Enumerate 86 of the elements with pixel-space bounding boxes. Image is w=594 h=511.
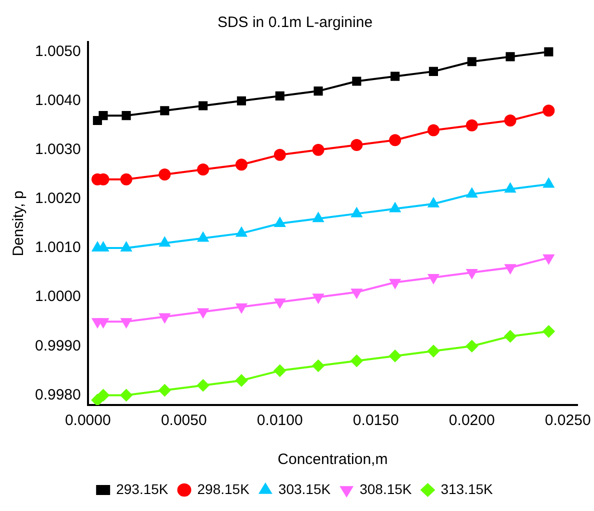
y-tick-label: 0.9980	[34, 386, 81, 404]
point	[120, 318, 132, 328]
point	[428, 198, 439, 208]
point	[542, 325, 555, 338]
x-axis-title: Concentration,m	[278, 451, 388, 468]
point	[350, 139, 363, 152]
point	[428, 274, 439, 284]
point	[158, 384, 171, 396]
y-tick-label: 1.0030	[34, 141, 81, 158]
y-tick-label: 1.0010	[34, 239, 81, 256]
point	[428, 66, 438, 76]
point	[91, 394, 104, 405]
x-tick-label: 0.0200	[448, 412, 495, 430]
y-tick-label: 0.9990	[34, 337, 81, 354]
point	[235, 374, 248, 386]
point	[120, 389, 132, 402]
point	[312, 212, 324, 222]
point	[504, 330, 516, 342]
y-tick-label: 1.0000	[34, 288, 81, 306]
point	[389, 134, 402, 146]
point	[198, 308, 208, 318]
point	[542, 104, 555, 117]
point	[159, 237, 170, 247]
legend-label: 313.15K	[440, 480, 494, 497]
point	[274, 218, 286, 227]
y-axis-title: Density, p	[10, 190, 28, 256]
y-tick-label: 1.0050	[34, 42, 81, 60]
point	[98, 318, 109, 328]
point	[159, 313, 170, 323]
y-tick-label: 1.0040	[34, 92, 81, 110]
point	[466, 119, 478, 132]
point	[390, 72, 400, 81]
point	[236, 96, 246, 106]
point	[98, 111, 108, 120]
point	[352, 76, 362, 86]
point	[427, 124, 440, 136]
point	[122, 111, 131, 120]
point	[506, 52, 515, 62]
point	[466, 340, 478, 352]
x-tick-label: 0.0000	[64, 412, 111, 430]
point	[275, 91, 284, 100]
point	[543, 254, 554, 264]
point	[197, 164, 210, 176]
point	[466, 269, 478, 279]
point	[389, 350, 402, 362]
point	[236, 303, 247, 313]
x-tick-label: 0.0250	[544, 412, 591, 430]
point	[314, 86, 323, 96]
legend-label: 303.15K	[278, 480, 332, 497]
legend-label: 308.15K	[360, 480, 412, 497]
point	[120, 242, 132, 252]
legend-label: 298.15K	[197, 480, 250, 497]
point	[504, 264, 516, 274]
point	[236, 227, 247, 237]
point	[504, 183, 516, 193]
point	[467, 57, 476, 66]
point	[312, 144, 324, 156]
point	[274, 148, 286, 161]
x-tick-label: 0.0050	[160, 412, 207, 430]
point	[543, 178, 554, 188]
point	[197, 379, 210, 392]
point	[158, 168, 171, 180]
point	[544, 47, 554, 56]
point	[390, 202, 400, 212]
point	[427, 345, 440, 358]
point	[274, 364, 286, 377]
point	[312, 360, 324, 372]
point	[350, 354, 363, 367]
point	[160, 106, 170, 116]
point	[390, 278, 400, 288]
point	[198, 232, 208, 242]
legend-label: 293.15K	[116, 480, 169, 497]
chart-title: SDS in 0.1m L-arginine	[217, 14, 373, 32]
point	[235, 158, 248, 171]
point	[351, 208, 362, 218]
point	[97, 389, 110, 402]
point	[198, 101, 208, 110]
point	[504, 114, 516, 126]
point	[351, 288, 362, 298]
x-tick-label: 0.0150	[352, 412, 399, 430]
x-tick-label: 0.0100	[256, 412, 303, 430]
point	[466, 188, 478, 198]
point	[312, 294, 324, 304]
y-tick-label: 1.0020	[34, 190, 81, 208]
point	[120, 173, 132, 186]
point	[274, 298, 286, 308]
